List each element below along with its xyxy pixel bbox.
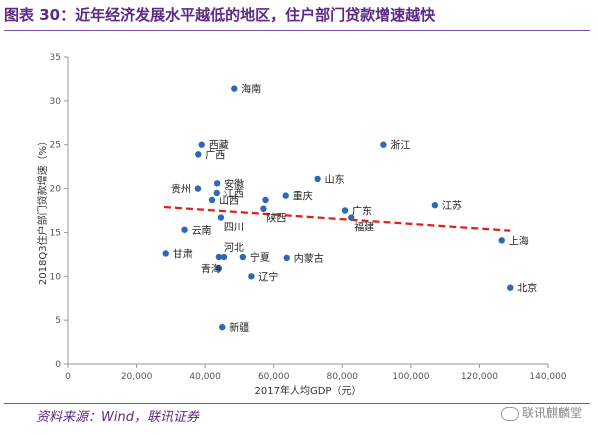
x-tick-label: 20,000 <box>121 372 153 382</box>
point-label-上海: 上海 <box>509 234 529 247</box>
point-青海 <box>215 265 223 272</box>
point-label-山东: 山东 <box>325 173 345 186</box>
watermark-text: 联讯麒麟堂 <box>521 406 582 420</box>
y-tick-label: 10 <box>50 272 62 282</box>
y-axis-title: 2018Q3住户部门贷款增速（%） <box>36 136 49 285</box>
point-label-新疆: 新疆 <box>229 321 249 334</box>
point-label-山西: 山西 <box>219 195 239 207</box>
point-海南 <box>231 85 238 92</box>
point-label-浙江: 浙江 <box>390 140 410 152</box>
point-label-内蒙古: 内蒙古 <box>294 252 324 265</box>
point-辽宁 <box>248 273 255 280</box>
y-tick-label: 25 <box>50 141 61 151</box>
x-tick-label: 0 <box>65 372 71 382</box>
point-label-西藏: 西藏 <box>209 140 229 152</box>
points-layer <box>162 85 514 331</box>
y-tick-label: 20 <box>50 185 62 195</box>
point-label-安徽: 安徽 <box>224 177 244 190</box>
point-西藏 <box>198 141 205 148</box>
point-广东 <box>341 207 349 214</box>
point-label-甘肃: 甘肃 <box>173 247 193 260</box>
point-重庆 <box>282 192 289 199</box>
y-tick-label: 0 <box>55 360 61 370</box>
point-label-青海: 青海 <box>201 262 221 275</box>
chart-title: 图表 30：近年经济发展水平越低的地区，住户部门贷款增速越快 <box>4 6 436 24</box>
point-label-河北: 河北 <box>224 242 244 254</box>
x-tick-label: 80,000 <box>327 372 359 382</box>
y-tick-label: 35 <box>50 53 61 63</box>
point-label-福建: 福建 <box>354 221 374 234</box>
y-tick-label: 15 <box>50 228 61 238</box>
point-陕西 <box>260 205 267 212</box>
point-新疆 <box>219 323 226 331</box>
trendline-layer <box>163 205 511 232</box>
point-江苏 <box>431 202 439 209</box>
point-label-辽宁: 辽宁 <box>258 270 278 283</box>
point-山西 <box>208 196 216 204</box>
point-label-四川: 四川 <box>224 223 244 234</box>
point-云南 <box>181 226 188 233</box>
wechat-icon <box>500 406 519 421</box>
point-安徽 <box>213 180 221 187</box>
point-label-宁夏: 宁夏 <box>250 251 270 264</box>
watermark: 联讯麒麟堂 <box>500 404 582 421</box>
chart-axes: 0 5 10 15 20 25 30 35 0 20,000 40,000 60,000 80,000 1… <box>36 53 567 397</box>
point-label-云南: 云南 <box>192 224 212 237</box>
point-湖南 <box>220 253 228 261</box>
point-内蒙古 <box>283 254 290 262</box>
point-北京 <box>507 284 514 291</box>
x-tick-label: 100,000 <box>392 372 429 382</box>
point-广西 <box>195 151 202 158</box>
point-label-贵州: 贵州 <box>171 183 191 196</box>
point-label-重庆: 重庆 <box>293 190 313 203</box>
trendline <box>163 205 511 232</box>
point-浙江 <box>380 141 387 148</box>
title-divider <box>4 30 590 31</box>
point-贵州 <box>194 185 202 192</box>
y-tick-label: 5 <box>55 316 61 326</box>
point-四川 <box>217 214 225 221</box>
x-tick-label: 60,000 <box>258 372 290 382</box>
point-宁夏 <box>239 253 247 261</box>
point-福建 <box>348 214 355 221</box>
x-tick-label: 40,000 <box>189 372 221 382</box>
x-tick-label: 120,000 <box>461 372 498 382</box>
point-上海 <box>498 237 505 244</box>
point-山东 <box>314 175 321 183</box>
point-河北 <box>215 253 223 261</box>
point-label-广东: 广东 <box>352 205 372 218</box>
footer-divider <box>4 403 590 404</box>
point-label-江西: 江西 <box>224 188 244 200</box>
point-label-广西: 广西 <box>205 149 225 161</box>
y-tick-label: 30 <box>50 97 62 107</box>
x-axis-title: 2017年人均GDP（元） <box>255 384 362 397</box>
point-甘肃 <box>162 250 169 257</box>
x-tick-label: 140,000 <box>529 372 566 382</box>
point-江西 <box>213 189 220 197</box>
point-label-北京: 北京 <box>517 282 537 295</box>
point-label-江苏: 江苏 <box>442 199 462 212</box>
point-label-海南: 海南 <box>241 83 261 96</box>
source-note: 资料来源：Wind，联讯证券 <box>36 410 199 425</box>
point-label-陕西: 陕西 <box>266 212 286 225</box>
point-湖北 <box>262 196 269 204</box>
